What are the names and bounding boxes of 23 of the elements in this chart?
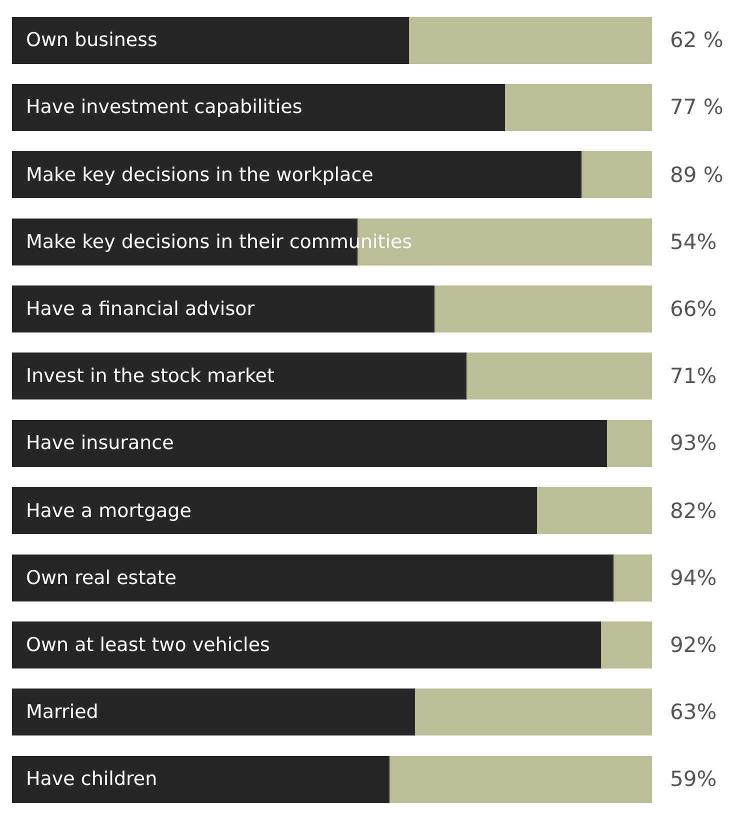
y-tick-label: Married [26, 701, 98, 723]
data-label: 77 % [670, 95, 724, 119]
y-tick-label: Make key decisions in the workplace [26, 164, 374, 186]
data-label: 59% [670, 767, 717, 791]
y-tick-label: Have a financial advisor [26, 298, 255, 320]
data-label: 54% [670, 230, 717, 254]
y-tick-label: Own real estate [26, 567, 176, 589]
data-label: 89 % [670, 163, 724, 187]
y-tick-label: Have children [26, 768, 158, 790]
data-label: 93% [670, 431, 717, 455]
y-tick-label: Have investment capabilities [26, 96, 302, 118]
data-label: 92% [670, 633, 717, 657]
y-tick-label: Own at least two vehicles [26, 634, 270, 656]
data-label: 63% [670, 700, 717, 724]
data-label: 94% [670, 566, 717, 590]
y-tick-label: Have a mortgage [26, 500, 192, 522]
data-label: 62 % [670, 28, 724, 52]
y-tick-label: Have insurance [26, 432, 174, 454]
data-label: 82% [670, 499, 717, 523]
y-tick-label: Own business [26, 29, 158, 51]
y-tick-label: Invest in the stock market [26, 365, 274, 387]
data-label: 71% [670, 364, 717, 388]
data-label: 66% [670, 297, 717, 321]
